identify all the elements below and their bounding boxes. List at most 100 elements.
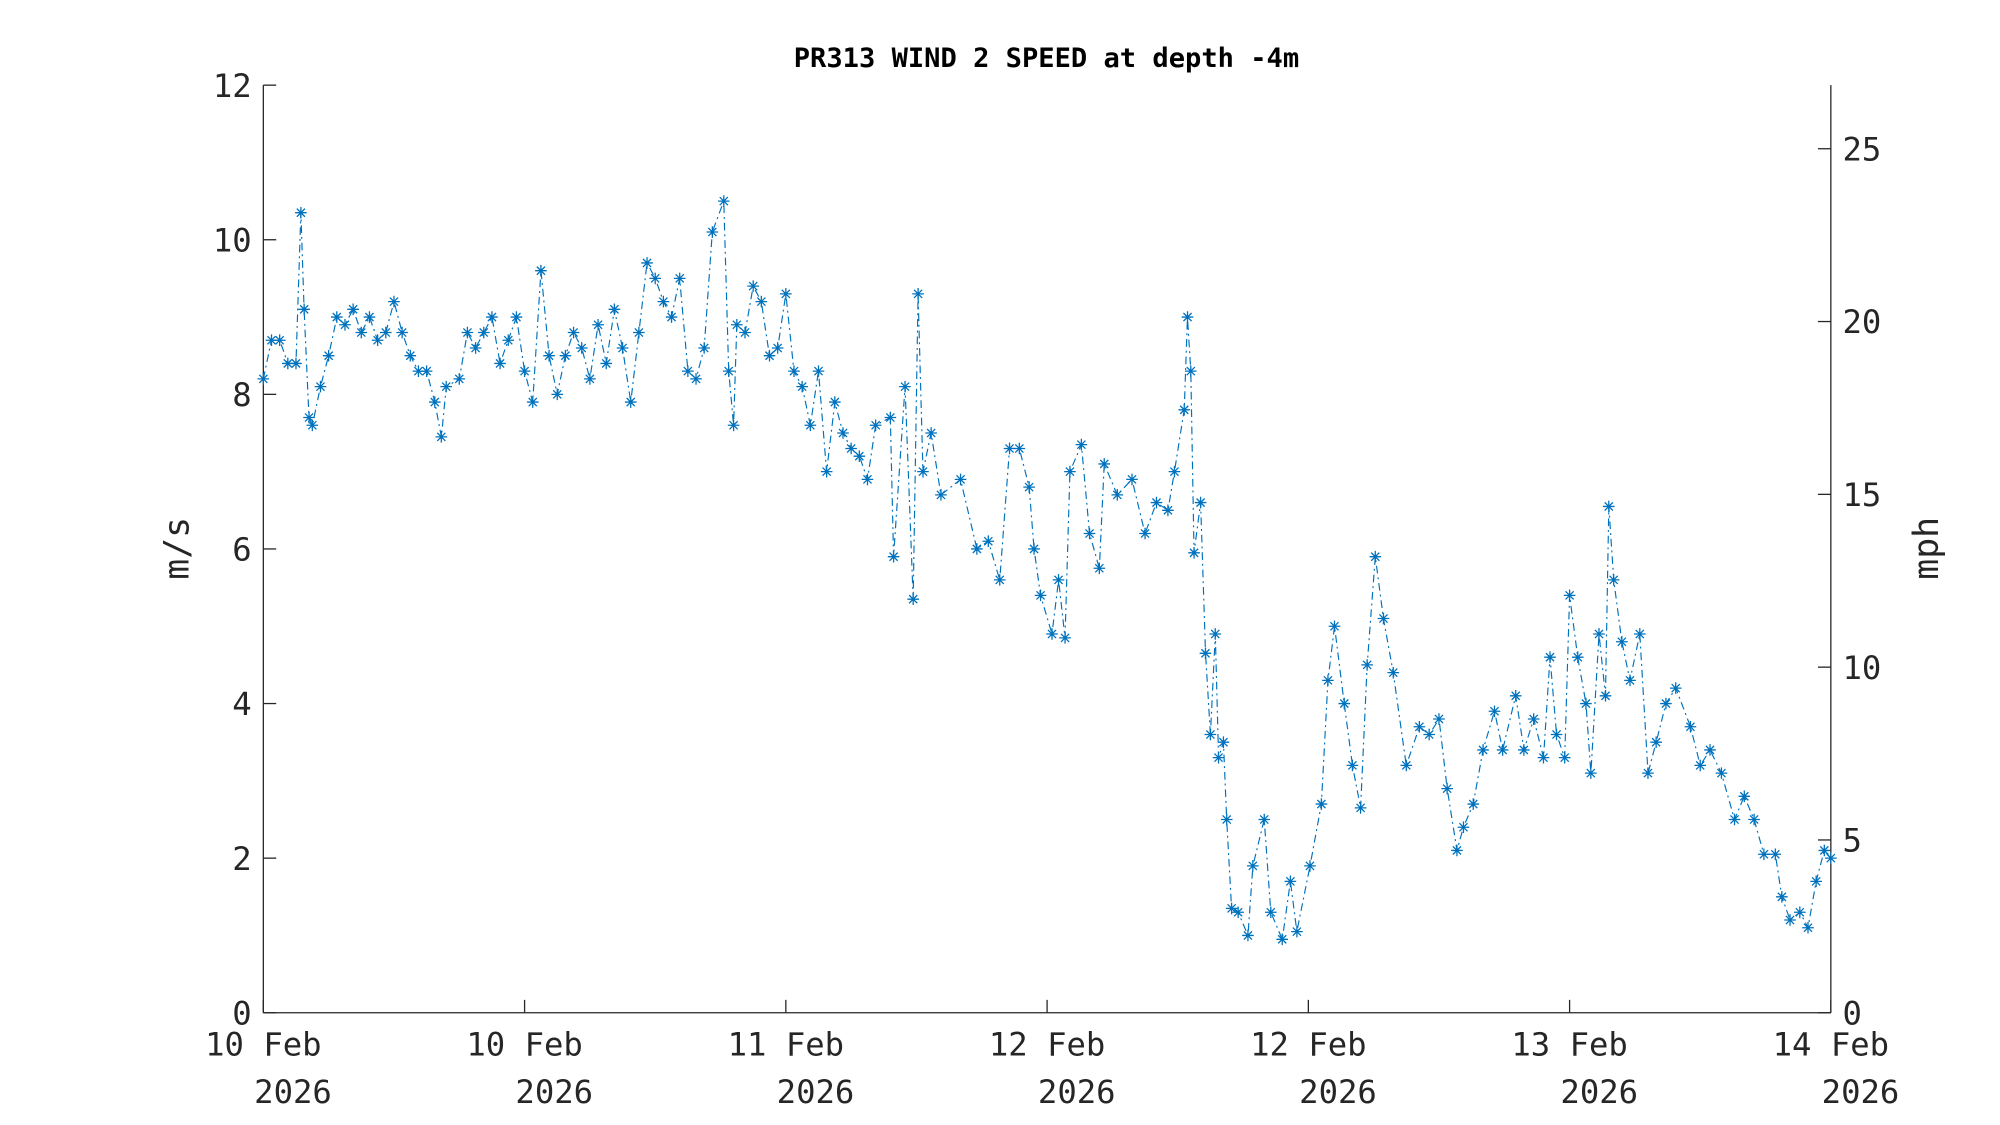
data-point-marker bbox=[641, 257, 653, 269]
data-point-marker bbox=[331, 311, 343, 323]
data-point-marker bbox=[306, 419, 319, 432]
data-point-marker bbox=[1168, 465, 1181, 478]
data-point-marker bbox=[322, 349, 335, 362]
data-point-marker bbox=[600, 357, 613, 370]
data-point-marker bbox=[1361, 659, 1373, 671]
data-point-marker bbox=[518, 365, 531, 377]
y-tick-label-right: 25 bbox=[1842, 130, 1881, 168]
data-point-marker bbox=[727, 419, 740, 432]
data-point-marker bbox=[1441, 782, 1453, 795]
data-point-marker bbox=[347, 303, 359, 316]
x-tick-label-year: 2026 bbox=[1299, 1073, 1377, 1111]
data-point-marker bbox=[1457, 821, 1470, 834]
data-point-marker bbox=[665, 311, 678, 323]
data-point-marker bbox=[1315, 798, 1328, 810]
data-point-marker bbox=[1593, 628, 1605, 640]
data-point-marker bbox=[1369, 550, 1382, 563]
y-tick-label-right: 5 bbox=[1842, 822, 1861, 860]
data-point-marker bbox=[853, 450, 866, 462]
data-point-marker bbox=[1354, 802, 1367, 814]
y-tick-label-left: 4 bbox=[232, 685, 251, 723]
data-point-marker bbox=[1585, 767, 1597, 779]
data-point-marker bbox=[1642, 767, 1654, 779]
y-tick-label-left: 8 bbox=[232, 376, 251, 414]
data-point-marker bbox=[510, 311, 523, 323]
data-point-marker bbox=[698, 342, 711, 354]
data-point-marker bbox=[1477, 744, 1489, 756]
data-point-marker bbox=[453, 373, 466, 385]
data-point-marker bbox=[1209, 628, 1222, 640]
data-point-marker bbox=[1624, 674, 1636, 687]
data-point-marker bbox=[1580, 697, 1592, 710]
data-point-marker bbox=[1650, 736, 1662, 749]
data-point-marker bbox=[1423, 728, 1435, 741]
data-point-marker bbox=[1387, 666, 1400, 679]
y-tick-label-right: 20 bbox=[1842, 303, 1881, 341]
data-point-marker bbox=[722, 365, 735, 377]
data-point-marker bbox=[435, 431, 448, 443]
data-point-marker bbox=[1212, 751, 1225, 764]
data-point-marker bbox=[1527, 713, 1540, 725]
data-point-marker bbox=[363, 311, 376, 323]
data-point-marker bbox=[788, 365, 800, 377]
data-point-marker bbox=[763, 349, 776, 362]
data-point-marker bbox=[755, 295, 768, 308]
data-point-marker bbox=[1488, 705, 1501, 718]
data-point-marker bbox=[1064, 465, 1076, 478]
data-point-marker bbox=[543, 349, 555, 362]
x-tick-label-date: 10 Feb bbox=[466, 1025, 582, 1063]
data-point-marker bbox=[1098, 458, 1111, 470]
data-point-marker bbox=[494, 357, 506, 370]
data-point-marker bbox=[1181, 311, 1194, 323]
data-point-marker bbox=[1199, 647, 1212, 660]
data-point-marker bbox=[314, 380, 327, 393]
x-tick-label-year: 2026 bbox=[1822, 1073, 1900, 1111]
data-point-marker bbox=[355, 326, 368, 339]
data-point-marker bbox=[1810, 875, 1822, 888]
data-point-marker bbox=[673, 272, 686, 285]
data-point-marker bbox=[925, 427, 937, 439]
data-point-marker bbox=[1264, 906, 1277, 919]
data-point-marker bbox=[1162, 504, 1174, 517]
x-tick-label-date: 10 Feb bbox=[205, 1025, 321, 1063]
data-point-marker bbox=[1599, 690, 1612, 702]
data-point-marker bbox=[1139, 527, 1151, 540]
data-point-marker bbox=[917, 465, 929, 478]
data-point-marker bbox=[869, 419, 882, 432]
data-point-marker bbox=[1083, 527, 1096, 540]
x-tick-label-year: 2026 bbox=[515, 1073, 593, 1111]
data-point-marker bbox=[624, 396, 637, 408]
data-point-marker bbox=[1046, 628, 1058, 640]
data-point-marker bbox=[912, 288, 924, 300]
data-point-marker bbox=[461, 326, 474, 339]
y-tick-label-right: 10 bbox=[1842, 649, 1881, 687]
y-tick-label-right: 0 bbox=[1842, 994, 1861, 1032]
data-point-marker bbox=[584, 373, 596, 385]
data-point-marker bbox=[396, 326, 408, 339]
data-point-marker bbox=[1509, 690, 1522, 702]
data-point-marker bbox=[1322, 674, 1334, 687]
data-point-marker bbox=[440, 380, 453, 393]
data-point-marker bbox=[502, 334, 515, 347]
y-tick-label-left: 2 bbox=[232, 840, 251, 878]
data-point-marker bbox=[706, 226, 719, 238]
data-point-marker bbox=[290, 357, 302, 370]
data-point-marker bbox=[796, 380, 808, 393]
data-point-marker bbox=[608, 303, 621, 316]
data-point-marker bbox=[899, 380, 911, 393]
axes: 0 2 4 6 8 10 12 0 5 10 15 20 25 10 Feb 2026 10 Feb 2026 1… bbox=[205, 67, 1899, 1111]
data-point-marker bbox=[1602, 500, 1615, 513]
data-point-marker bbox=[1258, 813, 1271, 826]
x-tick-label-date: 13 Feb bbox=[1511, 1025, 1628, 1063]
data-point-marker bbox=[731, 318, 743, 331]
data-point-marker bbox=[295, 206, 307, 219]
x-tick-label-year: 2026 bbox=[777, 1073, 855, 1111]
data-point-marker bbox=[282, 357, 294, 370]
y-tick-label-left: 0 bbox=[232, 994, 251, 1032]
data-point-marker bbox=[1669, 682, 1682, 694]
data-point-marker bbox=[1769, 848, 1782, 861]
data-point-marker bbox=[1660, 697, 1672, 710]
data-point-marker bbox=[1194, 496, 1207, 509]
data-point-marker bbox=[575, 342, 588, 354]
data-point-marker bbox=[829, 396, 841, 408]
